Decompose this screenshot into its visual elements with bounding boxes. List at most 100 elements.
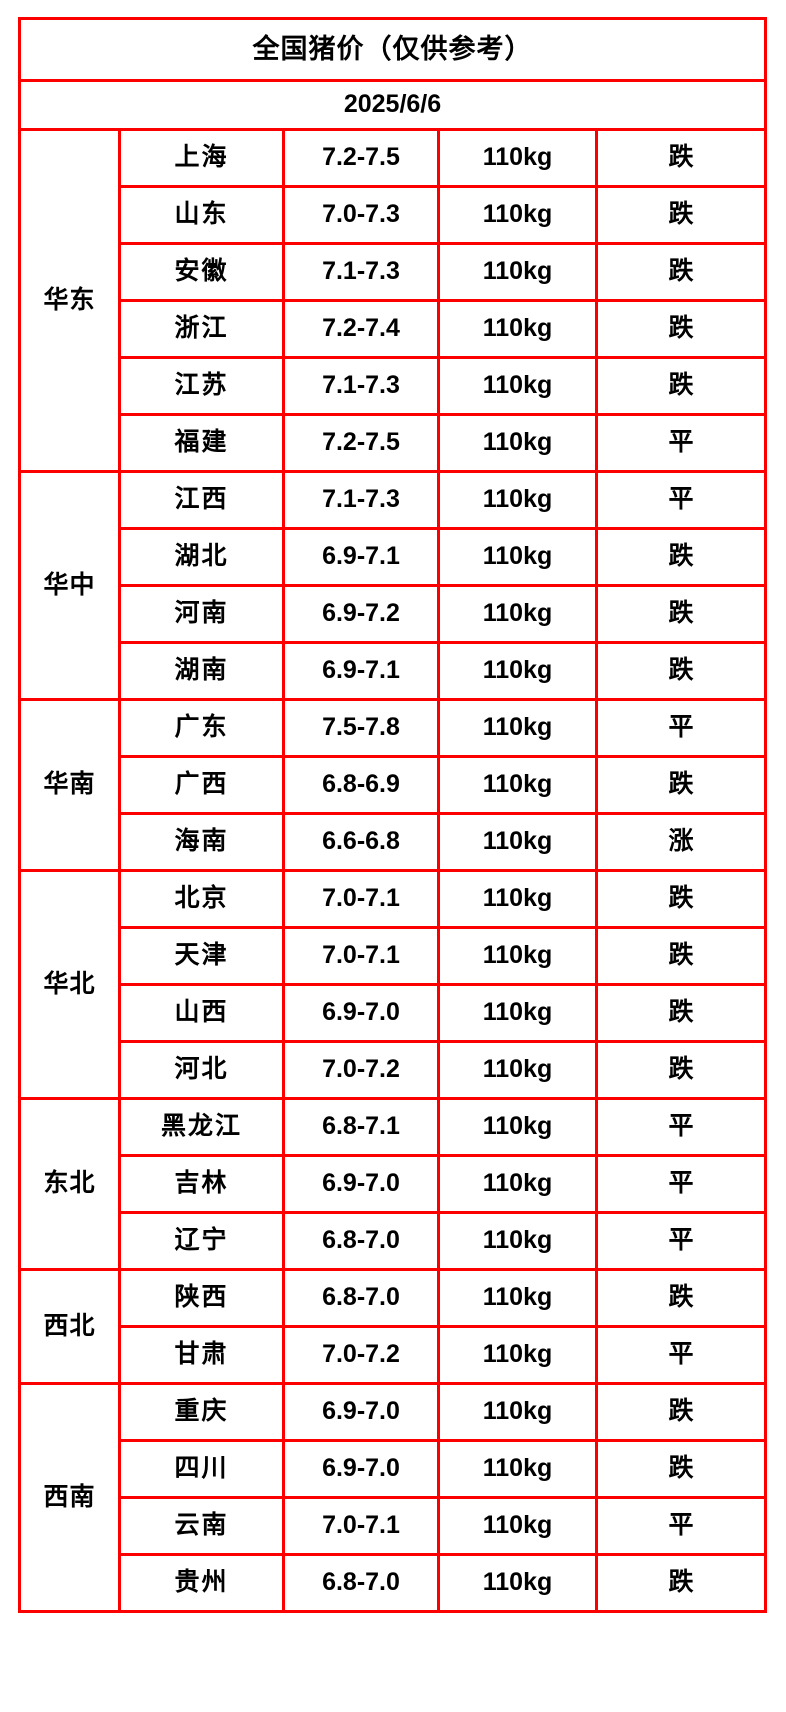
price-cell: 6.8-7.1 [282,1097,440,1157]
trend-cell: 平 [594,1496,768,1556]
table-row: 西北 陕西 6.8-7.0 110kg 跌 [18,1268,768,1385]
trend-cell: 平 [594,1325,768,1385]
weight-cell: 110kg [437,356,598,416]
table-row: 甘肃 7.0-7.2 110kg 平 [20,1325,768,1385]
table-row: 福建 7.2-7.5 110kg 平 [20,413,768,473]
province-cell: 黑龙江 [118,1097,285,1157]
trend-cell: 平 [594,413,768,473]
price-cell: 6.9-7.0 [282,983,440,1043]
trend-cell: 跌 [594,356,768,416]
trend-cell: 跌 [594,1040,768,1100]
weight-cell: 110kg [437,869,598,929]
weight-cell: 110kg [437,185,598,245]
table-row: 安徽 7.1-7.3 110kg 跌 [20,242,768,302]
trend-cell: 跌 [594,242,768,302]
trend-cell: 跌 [594,527,768,587]
table-row: 辽宁 6.8-7.0 110kg 平 [20,1211,768,1271]
price-cell: 7.2-7.5 [282,128,440,188]
province-cell: 北京 [118,869,285,929]
price-cell: 7.2-7.4 [282,299,440,359]
trend-cell: 跌 [594,584,768,644]
table-row: 湖北 6.9-7.1 110kg 跌 [20,527,768,587]
weight-cell: 110kg [437,755,598,815]
price-cell: 6.9-7.0 [282,1154,440,1214]
price-cell: 6.9-7.0 [282,1439,440,1499]
table-row: 河北 7.0-7.2 110kg 跌 [20,1040,768,1100]
trend-cell: 跌 [594,185,768,245]
weight-cell: 110kg [437,242,598,302]
weight-cell: 110kg [437,926,598,986]
province-cell: 辽宁 [118,1211,285,1271]
trend-cell: 跌 [594,983,768,1043]
table-row: 山西 6.9-7.0 110kg 跌 [20,983,768,1043]
table-row: 东北 黑龙江 6.8-7.1 110kg 平 [18,1097,768,1271]
weight-cell: 110kg [437,299,598,359]
trend-cell: 平 [594,698,768,758]
table-row: 海南 6.6-6.8 110kg 涨 [20,812,768,872]
table-row: 云南 7.0-7.1 110kg 平 [20,1496,768,1556]
poster-date: 2025/6/6 [17,79,768,131]
price-cell: 7.0-7.3 [282,185,440,245]
weight-cell: 110kg [437,1154,598,1214]
price-cell: 7.0-7.1 [282,869,440,929]
trend-cell: 跌 [594,1553,768,1613]
trend-cell: 平 [594,1211,768,1271]
region-cell-西北: 西北 [18,1268,121,1385]
province-cell: 河南 [118,584,285,644]
region-cell-华北: 华北 [18,869,121,1100]
province-cell: 重庆 [118,1382,285,1442]
price-cell: 6.8-7.0 [282,1211,440,1271]
price-cell: 6.9-7.2 [282,584,440,644]
price-cell: 6.6-6.8 [282,812,440,872]
region-cell-东北: 东北 [18,1097,121,1271]
table-row: 四川 6.9-7.0 110kg 跌 [20,1439,768,1499]
trend-cell: 跌 [594,299,768,359]
province-cell: 浙江 [118,299,285,359]
region-cell-华南: 华南 [18,698,121,872]
trend-cell: 平 [594,1154,768,1214]
price-cell: 6.9-7.0 [282,1382,440,1442]
province-cell: 陕西 [118,1268,285,1328]
table-row: 华中 江西 7.1-7.3 110kg 平 [18,470,768,701]
table-row: 吉林 6.9-7.0 110kg 平 [20,1154,768,1214]
trend-cell: 跌 [594,641,768,701]
poster-title: 全国猪价（仅供参考） [17,17,768,82]
weight-cell: 110kg [437,1439,598,1499]
weight-cell: 110kg [437,641,598,701]
weight-cell: 110kg [437,1268,598,1328]
weight-cell: 110kg [437,470,598,530]
province-cell: 福建 [118,413,285,473]
weight-cell: 110kg [437,527,598,587]
weight-cell: 110kg [437,1040,598,1100]
province-cell: 云南 [118,1496,285,1556]
trend-cell: 跌 [594,128,768,188]
weight-cell: 110kg [437,1496,598,1556]
province-cell: 海南 [118,812,285,872]
weight-cell: 110kg [437,1211,598,1271]
price-cell: 6.8-6.9 [282,755,440,815]
province-cell: 广东 [118,698,285,758]
province-cell: 上海 [118,128,285,188]
region-cell-西南: 西南 [18,1382,121,1613]
price-cell: 7.0-7.1 [282,926,440,986]
trend-cell: 平 [594,470,768,530]
region-cell-华东: 华东 [18,128,121,473]
trend-cell: 跌 [594,869,768,929]
price-cell: 6.9-7.1 [282,641,440,701]
table-row: 华南 广东 7.5-7.8 110kg 平 [18,698,768,872]
province-cell: 甘肃 [118,1325,285,1385]
price-cell: 7.1-7.3 [282,470,440,530]
table-row: 广西 6.8-6.9 110kg 跌 [20,755,768,815]
pig-price-table: 全国猪价（仅供参考） 2025/6/6 华东 上海 7.2-7.5 110kg 跌山东 7… [17,17,768,1613]
trend-cell: 跌 [594,1439,768,1499]
table-row: 湖南 6.9-7.1 110kg 跌 [20,641,768,701]
price-cell: 6.9-7.1 [282,527,440,587]
trend-cell: 涨 [594,812,768,872]
weight-cell: 110kg [437,983,598,1043]
trend-cell: 平 [594,1097,768,1157]
table-row: 天津 7.0-7.1 110kg 跌 [20,926,768,986]
price-cell: 7.0-7.1 [282,1496,440,1556]
table-row: 西南 重庆 6.9-7.0 110kg 跌 [18,1382,768,1613]
weight-cell: 110kg [437,1382,598,1442]
